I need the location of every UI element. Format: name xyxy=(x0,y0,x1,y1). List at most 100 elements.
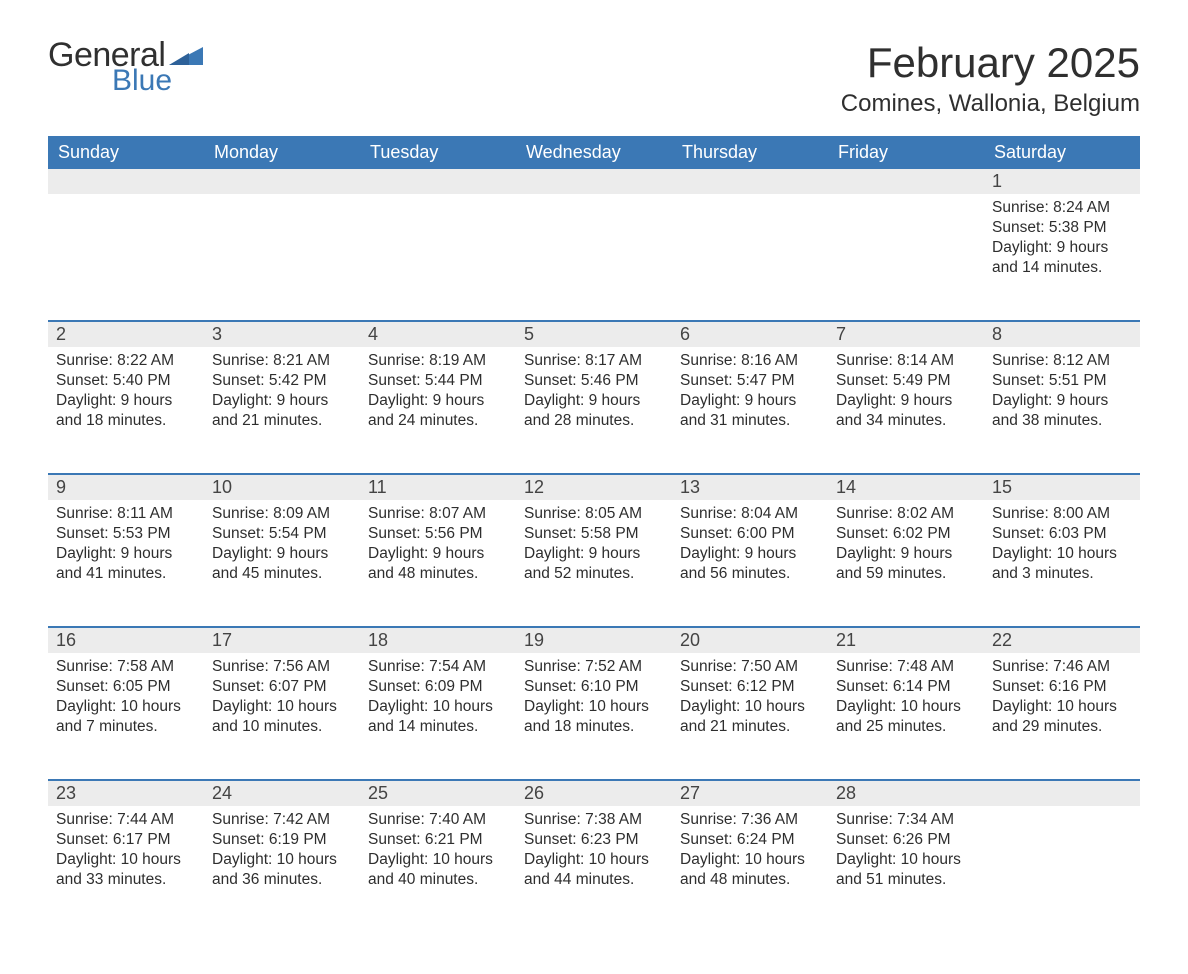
sunset-line: Sunset: 6:14 PM xyxy=(836,677,976,697)
day-cell: Sunrise: 8:07 AMSunset: 5:56 PMDaylight:… xyxy=(360,500,516,608)
calendar-grid: SundayMondayTuesdayWednesdayThursdayFrid… xyxy=(48,136,1140,914)
day-of-week-cell: Saturday xyxy=(984,136,1140,169)
day-of-week-cell: Wednesday xyxy=(516,136,672,169)
daylight-line: Daylight: 10 hours and 14 minutes. xyxy=(368,697,508,737)
sunset-line: Sunset: 6:05 PM xyxy=(56,677,196,697)
day-cell: Sunrise: 7:42 AMSunset: 6:19 PMDaylight:… xyxy=(204,806,360,914)
sunrise-line: Sunrise: 8:17 AM xyxy=(524,351,664,371)
daylight-line: Daylight: 9 hours and 21 minutes. xyxy=(212,391,352,431)
sunset-line: Sunset: 5:47 PM xyxy=(680,371,820,391)
daylight-line: Daylight: 9 hours and 34 minutes. xyxy=(836,391,976,431)
day-number: 9 xyxy=(48,475,204,500)
day-number: 12 xyxy=(516,475,672,500)
day-number: 22 xyxy=(984,628,1140,653)
location-subtitle: Comines, Wallonia, Belgium xyxy=(841,90,1140,118)
calendar-week: 2345678Sunrise: 8:22 AMSunset: 5:40 PMDa… xyxy=(48,320,1140,455)
daylight-line: Daylight: 10 hours and 48 minutes. xyxy=(680,850,820,890)
daylight-line: Daylight: 9 hours and 28 minutes. xyxy=(524,391,664,431)
sunset-line: Sunset: 5:51 PM xyxy=(992,371,1132,391)
day-cell: Sunrise: 7:44 AMSunset: 6:17 PMDaylight:… xyxy=(48,806,204,914)
sunrise-line: Sunrise: 7:44 AM xyxy=(56,810,196,830)
day-of-week-cell: Monday xyxy=(204,136,360,169)
day-number: 14 xyxy=(828,475,984,500)
daylight-line: Daylight: 10 hours and 40 minutes. xyxy=(368,850,508,890)
day-number: 27 xyxy=(672,781,828,806)
daylight-line: Daylight: 9 hours and 24 minutes. xyxy=(368,391,508,431)
day-cell: Sunrise: 8:22 AMSunset: 5:40 PMDaylight:… xyxy=(48,347,204,455)
sunset-line: Sunset: 6:09 PM xyxy=(368,677,508,697)
sunset-line: Sunset: 6:03 PM xyxy=(992,524,1132,544)
daylight-line: Daylight: 9 hours and 59 minutes. xyxy=(836,544,976,584)
day-cell: Sunrise: 7:36 AMSunset: 6:24 PMDaylight:… xyxy=(672,806,828,914)
sunrise-line: Sunrise: 7:38 AM xyxy=(524,810,664,830)
day-of-week-cell: Sunday xyxy=(48,136,204,169)
sunrise-line: Sunrise: 8:02 AM xyxy=(836,504,976,524)
day-number xyxy=(828,169,984,194)
daylight-line: Daylight: 10 hours and 25 minutes. xyxy=(836,697,976,737)
sunrise-line: Sunrise: 8:11 AM xyxy=(56,504,196,524)
day-number xyxy=(360,169,516,194)
sunrise-line: Sunrise: 7:34 AM xyxy=(836,810,976,830)
calendar-week: 232425262728Sunrise: 7:44 AMSunset: 6:17… xyxy=(48,779,1140,914)
day-number: 28 xyxy=(828,781,984,806)
day-number: 25 xyxy=(360,781,516,806)
day-number: 7 xyxy=(828,322,984,347)
day-cell: Sunrise: 7:58 AMSunset: 6:05 PMDaylight:… xyxy=(48,653,204,761)
daylight-line: Daylight: 10 hours and 18 minutes. xyxy=(524,697,664,737)
day-number: 13 xyxy=(672,475,828,500)
daylight-line: Daylight: 10 hours and 29 minutes. xyxy=(992,697,1132,737)
sunrise-line: Sunrise: 7:46 AM xyxy=(992,657,1132,677)
sunset-line: Sunset: 6:00 PM xyxy=(680,524,820,544)
calendar-page: General Blue February 2025 Comines, Wall… xyxy=(0,0,1188,974)
sunset-line: Sunset: 5:42 PM xyxy=(212,371,352,391)
day-number: 18 xyxy=(360,628,516,653)
daylight-line: Daylight: 9 hours and 56 minutes. xyxy=(680,544,820,584)
day-number: 1 xyxy=(984,169,1140,194)
sunset-line: Sunset: 5:53 PM xyxy=(56,524,196,544)
sunrise-line: Sunrise: 8:12 AM xyxy=(992,351,1132,371)
day-cell: Sunrise: 7:40 AMSunset: 6:21 PMDaylight:… xyxy=(360,806,516,914)
sunrise-line: Sunrise: 8:19 AM xyxy=(368,351,508,371)
day-of-week-cell: Thursday xyxy=(672,136,828,169)
sunrise-line: Sunrise: 7:52 AM xyxy=(524,657,664,677)
day-cell: Sunrise: 7:38 AMSunset: 6:23 PMDaylight:… xyxy=(516,806,672,914)
day-number xyxy=(516,169,672,194)
day-cell: Sunrise: 7:54 AMSunset: 6:09 PMDaylight:… xyxy=(360,653,516,761)
day-cell: Sunrise: 8:16 AMSunset: 5:47 PMDaylight:… xyxy=(672,347,828,455)
day-of-week-header: SundayMondayTuesdayWednesdayThursdayFrid… xyxy=(48,136,1140,169)
day-number xyxy=(48,169,204,194)
day-number-strip: 2345678 xyxy=(48,322,1140,347)
sunrise-line: Sunrise: 8:00 AM xyxy=(992,504,1132,524)
daylight-line: Daylight: 10 hours and 44 minutes. xyxy=(524,850,664,890)
day-of-week-cell: Tuesday xyxy=(360,136,516,169)
sunrise-line: Sunrise: 7:48 AM xyxy=(836,657,976,677)
day-cell: Sunrise: 8:11 AMSunset: 5:53 PMDaylight:… xyxy=(48,500,204,608)
sunrise-line: Sunrise: 8:07 AM xyxy=(368,504,508,524)
sunset-line: Sunset: 6:12 PM xyxy=(680,677,820,697)
sunrise-line: Sunrise: 8:04 AM xyxy=(680,504,820,524)
title-block: February 2025 Comines, Wallonia, Belgium xyxy=(841,40,1140,118)
sunrise-line: Sunrise: 8:21 AM xyxy=(212,351,352,371)
sunrise-line: Sunrise: 8:14 AM xyxy=(836,351,976,371)
daylight-line: Daylight: 9 hours and 18 minutes. xyxy=(56,391,196,431)
sunset-line: Sunset: 5:38 PM xyxy=(992,218,1132,238)
sunset-line: Sunset: 6:26 PM xyxy=(836,830,976,850)
daylight-line: Daylight: 10 hours and 21 minutes. xyxy=(680,697,820,737)
day-number: 5 xyxy=(516,322,672,347)
day-cell xyxy=(828,194,984,302)
day-of-week-cell: Friday xyxy=(828,136,984,169)
day-number xyxy=(984,781,1140,806)
daylight-line: Daylight: 10 hours and 33 minutes. xyxy=(56,850,196,890)
day-cell: Sunrise: 8:12 AMSunset: 5:51 PMDaylight:… xyxy=(984,347,1140,455)
day-cell xyxy=(516,194,672,302)
day-cell xyxy=(48,194,204,302)
logo: General Blue xyxy=(48,40,203,94)
sunset-line: Sunset: 6:24 PM xyxy=(680,830,820,850)
day-number: 24 xyxy=(204,781,360,806)
logo-text-blue: Blue xyxy=(112,67,203,94)
day-cell: Sunrise: 7:56 AMSunset: 6:07 PMDaylight:… xyxy=(204,653,360,761)
sunset-line: Sunset: 6:16 PM xyxy=(992,677,1132,697)
sunrise-line: Sunrise: 8:16 AM xyxy=(680,351,820,371)
calendar-week: 16171819202122Sunrise: 7:58 AMSunset: 6:… xyxy=(48,626,1140,761)
day-cell: Sunrise: 8:24 AMSunset: 5:38 PMDaylight:… xyxy=(984,194,1140,302)
